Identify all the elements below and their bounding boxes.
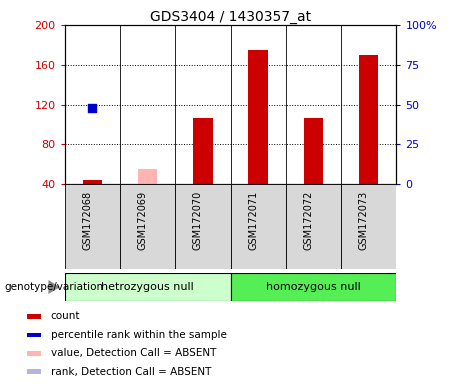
FancyBboxPatch shape bbox=[120, 184, 175, 269]
FancyBboxPatch shape bbox=[341, 184, 396, 269]
FancyBboxPatch shape bbox=[286, 184, 341, 269]
Bar bbox=[27, 314, 41, 319]
Text: rank, Detection Call = ABSENT: rank, Detection Call = ABSENT bbox=[51, 367, 211, 377]
Bar bbox=[27, 369, 41, 374]
Bar bbox=[27, 333, 41, 337]
Bar bbox=[304, 118, 323, 184]
Text: count: count bbox=[51, 311, 80, 321]
FancyBboxPatch shape bbox=[175, 184, 230, 269]
Bar bbox=[138, 169, 157, 184]
Bar bbox=[248, 50, 268, 184]
Text: GSM172073: GSM172073 bbox=[359, 191, 369, 250]
Point bbox=[89, 105, 96, 111]
Text: GSM172071: GSM172071 bbox=[248, 191, 258, 250]
Bar bbox=[83, 180, 102, 184]
Text: GSM172069: GSM172069 bbox=[137, 191, 148, 250]
FancyBboxPatch shape bbox=[230, 273, 396, 301]
Text: percentile rank within the sample: percentile rank within the sample bbox=[51, 330, 226, 340]
Text: GSM172068: GSM172068 bbox=[82, 191, 92, 250]
Bar bbox=[27, 351, 41, 356]
FancyBboxPatch shape bbox=[230, 184, 286, 269]
Bar bbox=[359, 55, 378, 184]
FancyBboxPatch shape bbox=[65, 273, 230, 301]
Text: genotype/variation: genotype/variation bbox=[5, 282, 104, 292]
Text: GSM172070: GSM172070 bbox=[193, 191, 203, 250]
FancyBboxPatch shape bbox=[65, 184, 120, 269]
Bar bbox=[193, 118, 213, 184]
Text: GSM172072: GSM172072 bbox=[303, 191, 313, 250]
Text: hetrozygous null: hetrozygous null bbox=[101, 282, 194, 292]
Text: GDS3404 / 1430357_at: GDS3404 / 1430357_at bbox=[150, 10, 311, 23]
Text: homozygous null: homozygous null bbox=[266, 282, 361, 292]
Polygon shape bbox=[48, 280, 60, 294]
Text: value, Detection Call = ABSENT: value, Detection Call = ABSENT bbox=[51, 348, 216, 358]
